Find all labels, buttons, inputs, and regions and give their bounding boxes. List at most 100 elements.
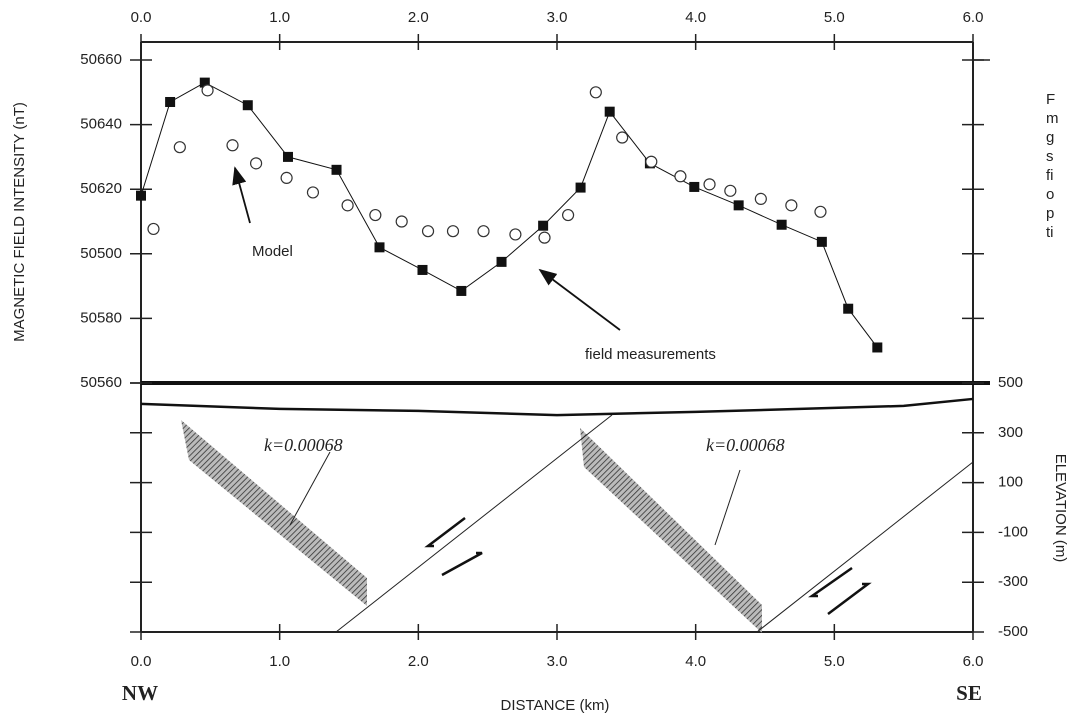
point: [616, 131, 629, 144]
x-tick-label: 3.0: [547, 653, 568, 670]
point: [703, 178, 716, 191]
point: [538, 220, 549, 231]
y2-tick-label: -500: [998, 623, 1028, 640]
magnetic-body: [580, 428, 762, 633]
direction-label: SE: [956, 681, 982, 705]
point: [226, 139, 239, 152]
x-tick-label: 4.0: [685, 653, 706, 670]
slip-arrow: [441, 551, 483, 577]
caption-fragment: m: [1046, 110, 1059, 127]
point: [872, 342, 883, 353]
x-tick-label: 5.0: [824, 9, 845, 26]
point: [280, 171, 293, 184]
point: [282, 151, 293, 162]
point: [201, 84, 214, 97]
x-tick-label: 4.0: [685, 9, 706, 26]
slip-arrow: [424, 517, 466, 548]
x-tick-label: 2.0: [408, 653, 429, 670]
y-tick-label: 50620: [80, 180, 122, 197]
point: [369, 208, 382, 222]
leader: [289, 451, 331, 526]
point: [395, 215, 408, 228]
y2-tick-label: 300: [998, 424, 1023, 441]
caption-fragment: p: [1046, 205, 1054, 222]
point: [733, 200, 744, 211]
point: [165, 96, 176, 107]
x-tick-label: 6.0: [963, 653, 984, 670]
point: [477, 225, 490, 238]
point: [341, 199, 354, 212]
point: [242, 100, 253, 111]
point: [173, 141, 186, 154]
fault: [335, 414, 613, 633]
point: [199, 77, 210, 88]
direction-label: NW: [122, 681, 158, 705]
caption-fragment: s: [1046, 148, 1054, 165]
x-tick-label: 2.0: [408, 9, 429, 26]
caption-fragment: F: [1046, 91, 1055, 108]
point: [561, 208, 575, 222]
point: [724, 184, 737, 197]
point: [689, 181, 700, 192]
data-line: [140, 82, 878, 348]
x-tick-label: 0.0: [131, 9, 152, 26]
point: [776, 219, 787, 230]
x-tick-label: 1.0: [269, 653, 290, 670]
x-tick-label: 6.0: [963, 9, 984, 26]
x-tick-label: 3.0: [547, 9, 568, 26]
x-axis-title: DISTANCE (km): [501, 697, 610, 714]
y2-tick-label: 500: [998, 374, 1023, 391]
point: [814, 205, 827, 218]
magnetic-body: [181, 420, 367, 606]
point: [421, 225, 435, 238]
point: [446, 225, 460, 238]
y2-axis-title: ELEVATION (m): [1052, 454, 1069, 563]
point: [249, 157, 263, 170]
point: [306, 186, 320, 199]
annotation: k=0.00068: [706, 435, 785, 455]
slip-arrow: [827, 582, 872, 615]
point: [589, 86, 602, 99]
fault: [756, 461, 974, 633]
y2-tick-label: 100: [998, 474, 1023, 491]
surface-profile: [140, 397, 974, 417]
y-axis-title: MAGNETIC FIELD INTENSITY (nT): [11, 102, 28, 342]
y-tick-label: 50500: [80, 245, 122, 262]
point: [538, 231, 551, 244]
point: [674, 170, 687, 183]
point: [147, 222, 160, 236]
point: [331, 164, 342, 175]
point: [604, 106, 615, 117]
annotation: Model: [252, 243, 293, 260]
annotation: k=0.00068: [264, 435, 343, 455]
point: [843, 303, 854, 314]
y-tick-label: 50580: [80, 309, 122, 326]
point: [575, 182, 586, 193]
y2-tick-label: -300: [998, 573, 1028, 590]
point: [645, 155, 658, 168]
x-tick-label: 1.0: [269, 9, 290, 26]
caption-fragment: o: [1046, 186, 1054, 203]
leader: [714, 469, 741, 546]
point: [136, 190, 146, 201]
annotation-arrow: [538, 268, 621, 331]
point: [374, 242, 385, 253]
caption-fragment: ti: [1046, 224, 1054, 241]
annotation: field measurements: [585, 346, 716, 363]
y-tick-label: 50640: [80, 116, 122, 133]
point: [456, 285, 467, 296]
slip-arrow: [808, 566, 853, 598]
x-tick-label: 0.0: [131, 653, 152, 670]
caption-fragment: g: [1046, 129, 1054, 146]
annotation-arrow: [232, 166, 251, 224]
x-tick-label: 5.0: [824, 653, 845, 670]
y2-tick-label: -100: [998, 523, 1028, 540]
y-tick-label: 50660: [80, 51, 122, 68]
point: [816, 236, 827, 247]
caption-fragment: fi: [1046, 167, 1054, 184]
point: [785, 199, 798, 212]
point: [417, 264, 428, 275]
y-tick-label: 50560: [80, 374, 122, 391]
